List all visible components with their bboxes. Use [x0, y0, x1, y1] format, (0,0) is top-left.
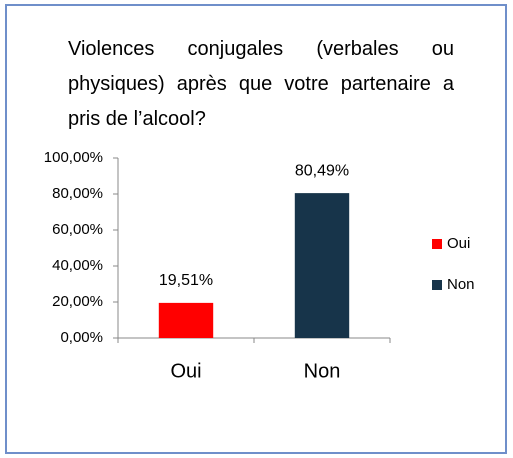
- chart-frame: [5, 4, 507, 454]
- bar: [158, 302, 214, 338]
- value-label: 19,51%: [159, 272, 213, 289]
- legend-swatch: [432, 280, 442, 290]
- y-tick-label: 60,00%: [52, 221, 103, 238]
- y-tick-label: 40,00%: [52, 257, 103, 274]
- y-tick-label: 20,00%: [52, 293, 103, 310]
- legend-swatch: [432, 239, 442, 249]
- chart-title: Violences conjugales (verbales ou physiq…: [68, 38, 454, 130]
- bar: [294, 193, 350, 338]
- y-tick-label: 80,00%: [52, 185, 103, 202]
- legend-label: Non: [447, 276, 475, 293]
- x-tick-label: Non: [304, 360, 341, 382]
- legend-label: Oui: [447, 235, 470, 252]
- y-tick-label: 0,00%: [60, 329, 103, 346]
- value-label: 80,49%: [295, 162, 349, 179]
- y-tick-label: 100,00%: [44, 149, 103, 166]
- x-tick-label: Oui: [170, 360, 201, 382]
